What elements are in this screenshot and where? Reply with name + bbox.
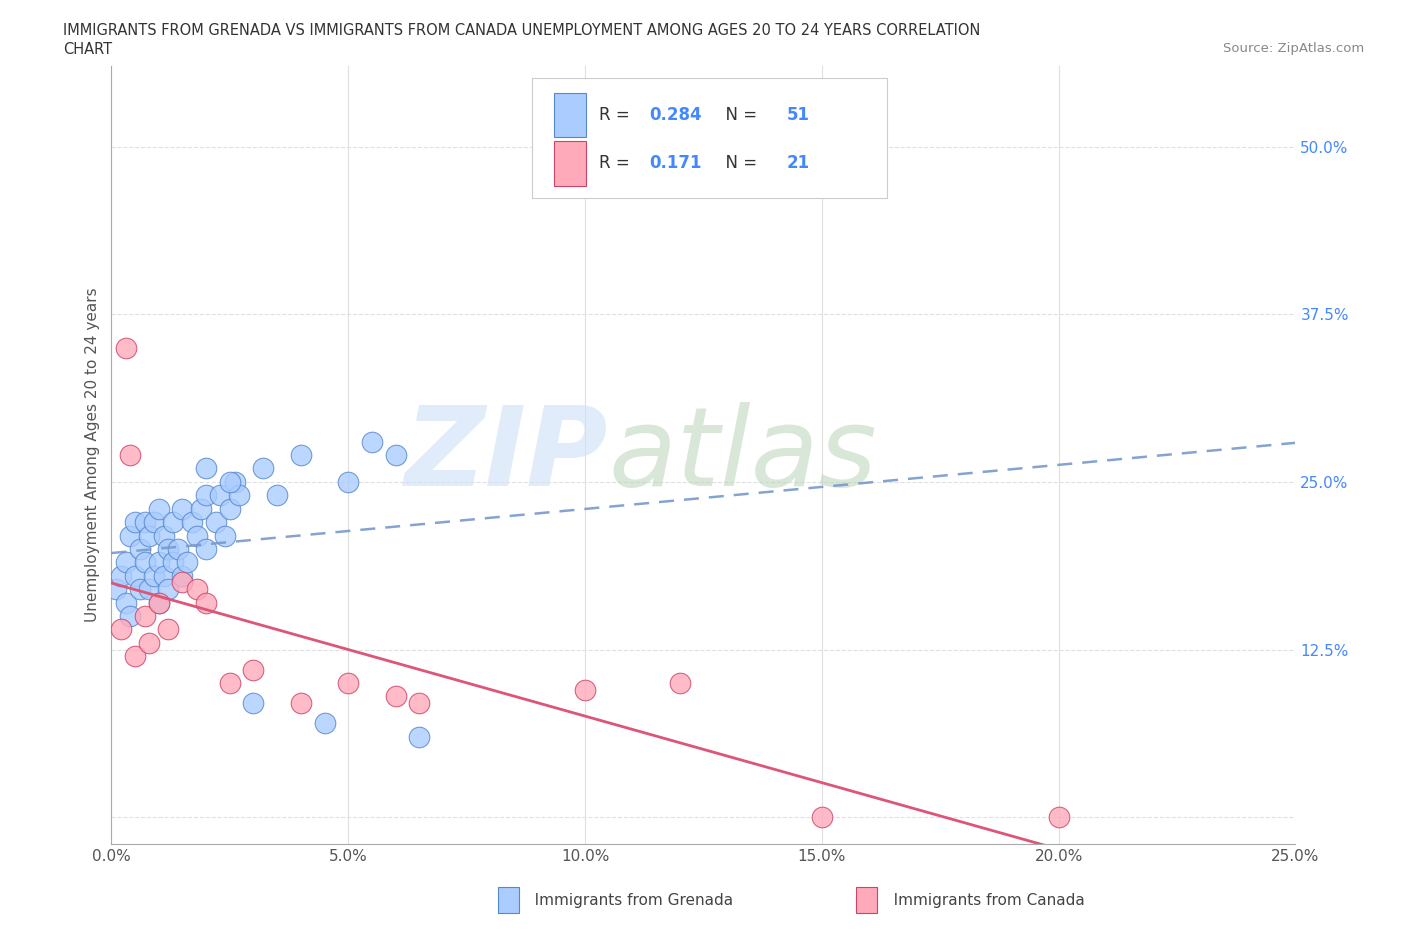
- Point: [172, 501, 194, 516]
- Point: [186, 528, 208, 543]
- Point: [361, 434, 384, 449]
- Text: 21: 21: [786, 154, 810, 172]
- Text: 0.171: 0.171: [650, 154, 702, 172]
- Point: [120, 528, 142, 543]
- Text: 51: 51: [786, 106, 810, 124]
- Point: [176, 555, 198, 570]
- Point: [110, 622, 132, 637]
- Point: [172, 575, 194, 590]
- Text: Source: ZipAtlas.com: Source: ZipAtlas.com: [1223, 42, 1364, 55]
- Point: [114, 555, 136, 570]
- Y-axis label: Unemployment Among Ages 20 to 24 years: Unemployment Among Ages 20 to 24 years: [86, 287, 100, 622]
- Text: N =: N =: [716, 154, 762, 172]
- Point: [811, 810, 834, 825]
- Point: [143, 514, 166, 529]
- Point: [204, 514, 226, 529]
- FancyBboxPatch shape: [531, 78, 887, 198]
- Point: [195, 595, 218, 610]
- Point: [408, 729, 430, 744]
- Point: [114, 340, 136, 355]
- Text: R =: R =: [599, 106, 636, 124]
- Point: [266, 488, 288, 503]
- Point: [224, 474, 246, 489]
- Point: [166, 541, 188, 556]
- Point: [195, 461, 218, 476]
- Point: [162, 555, 184, 570]
- Point: [124, 514, 146, 529]
- Point: [157, 582, 180, 597]
- Point: [152, 528, 174, 543]
- Point: [148, 595, 170, 610]
- Point: [384, 447, 406, 462]
- Point: [668, 675, 690, 690]
- Text: R =: R =: [599, 154, 641, 172]
- Point: [186, 582, 208, 597]
- FancyBboxPatch shape: [554, 141, 586, 186]
- Point: [157, 622, 180, 637]
- FancyBboxPatch shape: [554, 93, 586, 138]
- Point: [252, 461, 274, 476]
- Point: [138, 528, 160, 543]
- Point: [148, 555, 170, 570]
- Point: [172, 568, 194, 583]
- Point: [314, 716, 336, 731]
- Point: [128, 541, 150, 556]
- Point: [162, 514, 184, 529]
- Text: Immigrants from Grenada: Immigrants from Grenada: [520, 893, 734, 908]
- Point: [290, 447, 312, 462]
- Point: [128, 582, 150, 597]
- Point: [138, 582, 160, 597]
- Point: [408, 696, 430, 711]
- Point: [195, 541, 218, 556]
- Point: [120, 447, 142, 462]
- Point: [120, 608, 142, 623]
- Point: [574, 683, 596, 698]
- Point: [105, 582, 128, 597]
- Point: [384, 689, 406, 704]
- Text: N =: N =: [716, 106, 762, 124]
- Text: IMMIGRANTS FROM GRENADA VS IMMIGRANTS FROM CANADA UNEMPLOYMENT AMONG AGES 20 TO : IMMIGRANTS FROM GRENADA VS IMMIGRANTS FR…: [63, 23, 980, 38]
- Point: [148, 501, 170, 516]
- Text: 0.284: 0.284: [650, 106, 702, 124]
- Point: [242, 696, 264, 711]
- Point: [209, 488, 232, 503]
- Point: [218, 501, 240, 516]
- Point: [124, 649, 146, 664]
- Point: [218, 474, 240, 489]
- Point: [110, 568, 132, 583]
- Point: [190, 501, 212, 516]
- Text: ZIP: ZIP: [405, 402, 609, 509]
- Point: [134, 514, 156, 529]
- Point: [242, 662, 264, 677]
- Point: [138, 635, 160, 650]
- Point: [214, 528, 236, 543]
- Point: [143, 568, 166, 583]
- Point: [228, 488, 250, 503]
- Point: [148, 595, 170, 610]
- Point: [152, 568, 174, 583]
- Point: [181, 514, 204, 529]
- Point: [124, 568, 146, 583]
- Point: [290, 696, 312, 711]
- Text: atlas: atlas: [609, 402, 877, 509]
- Point: [195, 488, 218, 503]
- Point: [337, 474, 360, 489]
- Point: [114, 595, 136, 610]
- Point: [337, 675, 360, 690]
- Point: [218, 675, 240, 690]
- Point: [1047, 810, 1070, 825]
- Point: [157, 541, 180, 556]
- Text: Immigrants from Canada: Immigrants from Canada: [879, 893, 1084, 908]
- Point: [134, 608, 156, 623]
- Text: CHART: CHART: [63, 42, 112, 57]
- Point: [134, 555, 156, 570]
